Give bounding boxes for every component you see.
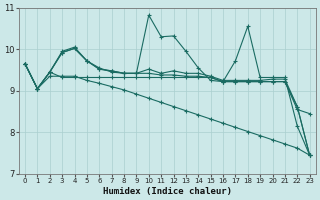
X-axis label: Humidex (Indice chaleur): Humidex (Indice chaleur)	[103, 187, 232, 196]
